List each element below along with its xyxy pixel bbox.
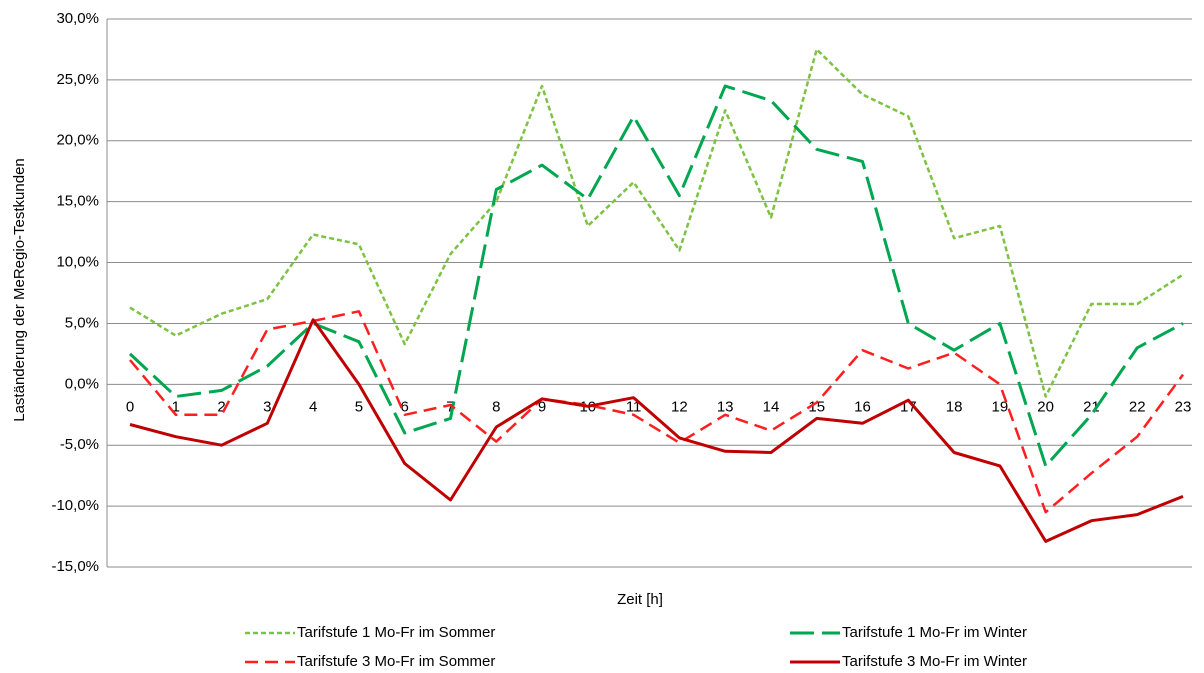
- x-tick-label: 5: [355, 398, 363, 415]
- y-tick-label: 20,0%: [56, 132, 99, 149]
- y-axis-title: Laständerung der MeRegio-Testkunden: [11, 158, 28, 422]
- x-tick-label: 18: [946, 398, 963, 415]
- series-line: [128, 84, 1184, 468]
- y-tick-label: 5,0%: [65, 314, 99, 331]
- x-tick-label: 23: [1175, 398, 1192, 415]
- y-tick-label: 0,0%: [65, 375, 99, 392]
- x-tick-label: 0: [126, 398, 134, 415]
- x-tick-label: 19: [992, 398, 1009, 415]
- x-tick-label: 12: [671, 398, 688, 415]
- x-tick-label: 9: [538, 398, 546, 415]
- x-tick-label: 13: [717, 398, 734, 415]
- x-tick-label: 2: [217, 398, 225, 415]
- x-tick-label: 3: [263, 398, 271, 415]
- x-tick-label: 4: [309, 398, 317, 415]
- x-tick-label: 16: [854, 398, 871, 415]
- series-line: [129, 48, 1184, 398]
- x-tick-label: 8: [492, 398, 500, 415]
- y-tick-label: 15,0%: [56, 193, 99, 210]
- x-tick-label: 20: [1037, 398, 1054, 415]
- series-line: [129, 310, 1185, 514]
- legend-label: Tarifstufe 3 Mo-Fr im Sommer: [297, 653, 495, 670]
- legend-label: Tarifstufe 3 Mo-Fr im Winter: [842, 653, 1027, 670]
- x-tick-label: 15: [808, 398, 825, 415]
- x-tick-label: 1: [172, 398, 180, 415]
- y-tick-label: 30,0%: [56, 10, 99, 27]
- x-tick-label: 22: [1129, 398, 1146, 415]
- y-tick-label: -5,0%: [60, 436, 99, 453]
- y-tick-label: -10,0%: [51, 497, 99, 514]
- y-tick-label: 25,0%: [56, 71, 99, 88]
- x-tick-label: 14: [763, 398, 780, 415]
- x-tick-label: 7: [446, 398, 454, 415]
- y-tick-label: -15,0%: [51, 558, 99, 575]
- legend-label: Tarifstufe 1 Mo-Fr im Winter: [842, 624, 1027, 641]
- series-line: [129, 318, 1184, 543]
- y-tick-label: 10,0%: [56, 254, 99, 271]
- x-tick-label: 6: [401, 398, 409, 415]
- legend-label: Tarifstufe 1 Mo-Fr im Sommer: [297, 624, 495, 641]
- x-axis-title: Zeit [h]: [617, 591, 663, 608]
